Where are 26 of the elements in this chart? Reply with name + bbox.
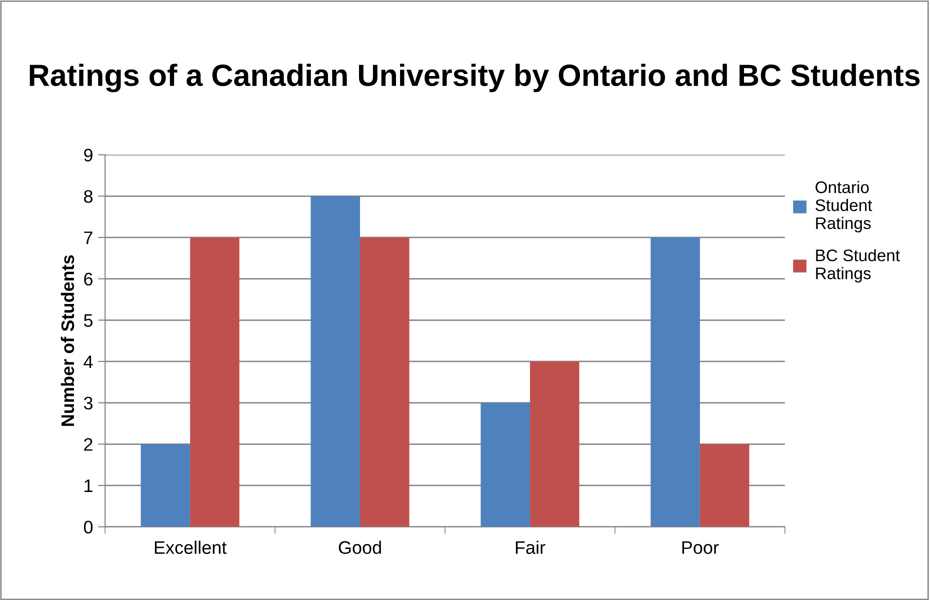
bar xyxy=(650,237,700,527)
y-tick-label: 8 xyxy=(84,190,92,203)
x-tick-label: Fair xyxy=(516,540,546,554)
legend-label: Ontario Student Ratings xyxy=(816,180,872,232)
y-tick-label: 7 xyxy=(84,232,92,244)
x-tick-label: Good xyxy=(338,540,381,554)
x-tick-label: Poor xyxy=(682,541,719,554)
y-tick-label: 9 xyxy=(84,148,92,162)
legend-label: BC Student Ratings xyxy=(816,249,900,283)
y-tick-label: 3 xyxy=(84,396,92,410)
x-tick-label: Excellent xyxy=(154,540,227,554)
y-axis-title: Number of Students xyxy=(60,255,74,426)
y-tick-label: 1 xyxy=(84,480,92,492)
bar xyxy=(700,444,750,527)
bar xyxy=(530,361,580,527)
y-tick-label: 5 xyxy=(84,314,93,327)
bar xyxy=(480,402,530,527)
bar xyxy=(310,196,360,527)
y-tick-label: 4 xyxy=(84,356,93,368)
bar xyxy=(360,237,410,527)
bar xyxy=(190,237,240,527)
y-tick-label: 0 xyxy=(84,520,93,534)
chart-title: Ratings of a Canadian University by Ontario and BC Students xyxy=(30,64,920,92)
y-tick-label: 2 xyxy=(84,438,92,451)
bar xyxy=(140,444,190,527)
y-tick-label: 6 xyxy=(84,272,92,286)
